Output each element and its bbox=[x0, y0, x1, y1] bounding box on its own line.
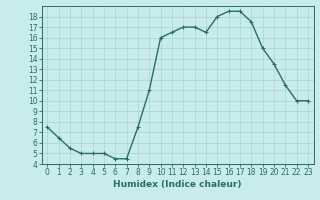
X-axis label: Humidex (Indice chaleur): Humidex (Indice chaleur) bbox=[113, 180, 242, 189]
